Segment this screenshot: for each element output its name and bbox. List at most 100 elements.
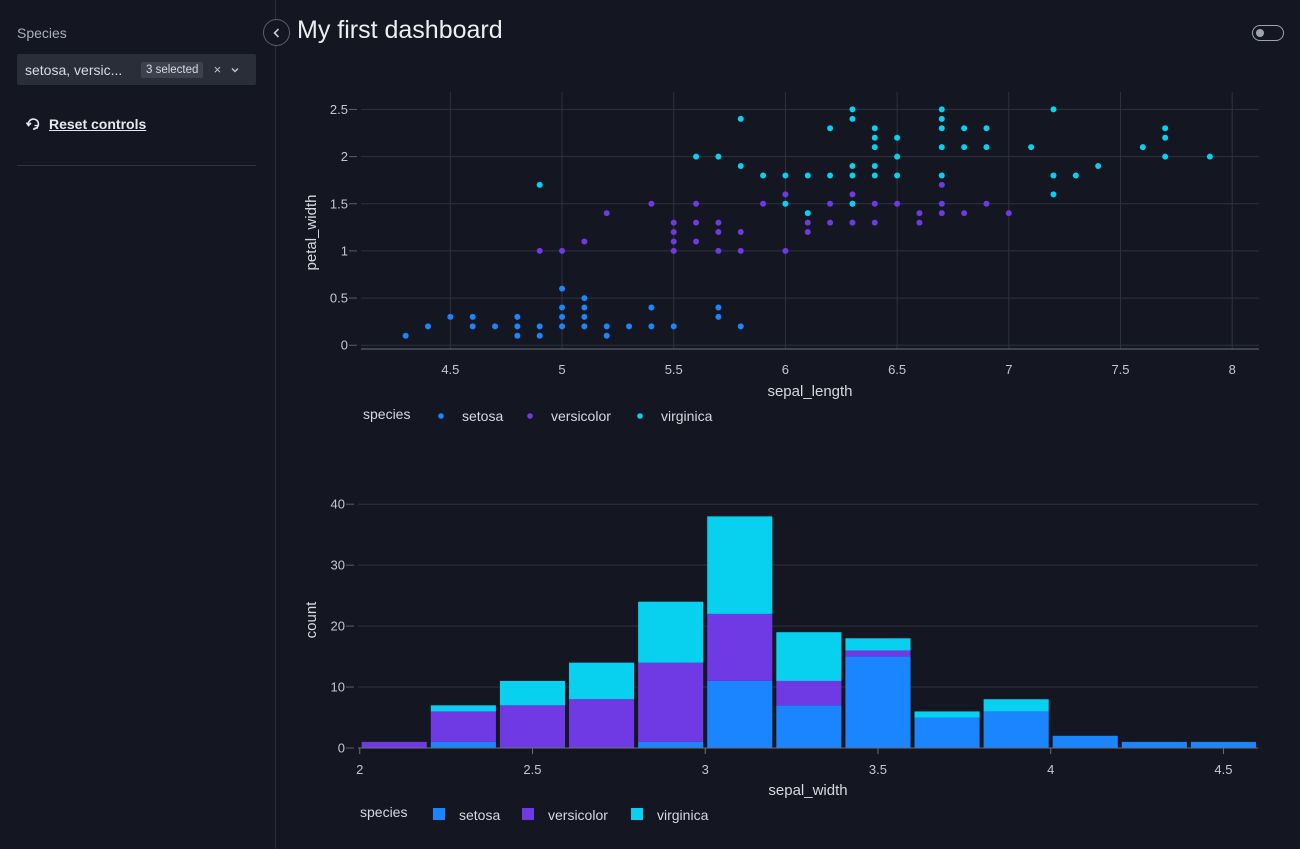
- y-tick-label: 0: [338, 741, 345, 756]
- scatter-point-virginica: [894, 153, 901, 160]
- scatter-point-virginica: [804, 210, 811, 217]
- legend-label-virginica: virginica: [657, 807, 709, 823]
- scatter-point-virginica: [894, 172, 901, 179]
- scatter-point-virginica: [737, 115, 744, 122]
- x-tick-label: 5.5: [665, 362, 683, 377]
- legend-title: species: [360, 804, 407, 820]
- scatter-point-virginica: [938, 172, 945, 179]
- scatter-point-setosa: [425, 323, 432, 330]
- legend-label-setosa: setosa: [462, 408, 503, 424]
- scatter-point-virginica: [827, 125, 834, 132]
- scatter-point-virginica: [849, 115, 856, 122]
- theme-toggle[interactable]: [1252, 25, 1284, 41]
- scatter-point-versicolor: [670, 229, 677, 236]
- scatter-point-virginica: [983, 125, 990, 132]
- scatter-point-versicolor: [581, 238, 588, 245]
- y-tick-label: 20: [331, 619, 345, 634]
- scatter-point-virginica: [693, 153, 700, 160]
- scatter-point-setosa: [514, 332, 521, 339]
- scatter-point-setosa: [603, 332, 610, 339]
- histogram-bar-setosa: [983, 711, 1049, 748]
- scatter-point-virginica: [938, 106, 945, 113]
- histogram-bar-virginica: [499, 680, 566, 706]
- scatter-point-versicolor: [827, 219, 834, 226]
- x-tick-label: 5: [558, 362, 565, 377]
- clear-selection-icon[interactable]: ×: [213, 62, 222, 77]
- legend-marker-setosa: [438, 413, 444, 419]
- scatter-point-versicolor: [938, 210, 945, 217]
- scatter-point-virginica: [782, 200, 789, 207]
- histogram-bar-versicolor: [638, 662, 704, 742]
- x-tick-label: 4: [1047, 762, 1054, 777]
- y-axis-title: count: [303, 601, 320, 639]
- scatter-point-setosa: [559, 313, 566, 320]
- scatter-point-virginica: [1139, 144, 1146, 151]
- x-axis-title: sepal_length: [767, 383, 852, 400]
- scatter-point-virginica: [1162, 125, 1169, 132]
- scatter-point-virginica: [1072, 172, 1079, 179]
- scatter-point-setosa: [670, 323, 677, 330]
- scatter-point-versicolor: [871, 200, 878, 207]
- scatter-point-virginica: [1162, 134, 1169, 141]
- legend-marker-virginica: [637, 413, 643, 419]
- collapse-sidebar-button[interactable]: [263, 19, 290, 46]
- scatter-point-virginica: [715, 153, 722, 160]
- chevron-left-icon: [272, 27, 279, 38]
- chevron-down-icon[interactable]: [228, 63, 242, 77]
- scatter-point-setosa: [559, 323, 566, 330]
- legend-label-virginica: virginica: [661, 408, 713, 424]
- scatter-point-versicolor: [648, 200, 655, 207]
- y-tick-label: 1.5: [330, 196, 348, 211]
- reset-controls-button[interactable]: Reset controls: [25, 116, 146, 132]
- histogram-bar-virginica: [845, 638, 911, 651]
- scatter-point-setosa: [402, 332, 409, 339]
- scatter-point-versicolor: [536, 247, 543, 254]
- scatter-point-versicolor: [938, 181, 945, 188]
- species-dropdown[interactable]: setosa, versic... 3 selected ×: [17, 54, 256, 85]
- histogram-bar-virginica: [914, 711, 980, 718]
- page-title: My first dashboard: [297, 16, 503, 44]
- scatter-point-virginica: [1050, 191, 1057, 198]
- histogram-bar-setosa: [1052, 735, 1118, 748]
- histogram-bar-setosa: [638, 741, 704, 748]
- scatter-point-setosa: [581, 313, 588, 320]
- scatter-point-versicolor: [693, 200, 700, 207]
- scatter-point-virginica: [938, 125, 945, 132]
- reset-icon: [25, 118, 40, 130]
- scatter-point-versicolor: [559, 247, 566, 254]
- scatter-point-virginica: [938, 115, 945, 122]
- scatter-point-versicolor: [849, 191, 856, 198]
- y-tick-label: 40: [331, 497, 345, 512]
- scatter-point-versicolor: [916, 219, 923, 226]
- x-tick-label: 2.5: [523, 762, 541, 777]
- y-tick-label: 0.5: [330, 291, 348, 306]
- scatter-point-versicolor: [782, 247, 789, 254]
- x-tick-label: 6.5: [888, 362, 906, 377]
- scatter-chart: 4.5 5 5.5 6 6.5 7 7.5 8 0 0.5 1 1.5 2 2.5 sepal_length…: [303, 92, 1259, 424]
- histogram-chart: 0 10 20 30 40 2 2.5 3 3.5 4 4.5 sepal_width count spe…: [303, 497, 1258, 823]
- scatter-point-virginica: [849, 200, 856, 207]
- scatter-point-virginica: [961, 144, 968, 151]
- scatter-point-virginica: [1095, 163, 1102, 170]
- y-tick-label: 2.5: [330, 102, 348, 117]
- scatter-point-versicolor: [737, 247, 744, 254]
- scatter-point-versicolor: [827, 200, 834, 207]
- scatter-point-virginica: [1206, 153, 1213, 160]
- scatter-point-virginica: [1162, 153, 1169, 160]
- scatter-point-versicolor: [715, 229, 722, 236]
- scatter-point-setosa: [648, 323, 655, 330]
- scatter-point-setosa: [603, 323, 610, 330]
- legend-marker-setosa: [433, 808, 445, 820]
- scatter-point-setosa: [581, 304, 588, 311]
- histogram-bar-virginica: [430, 705, 496, 712]
- scatter-point-versicolor: [871, 219, 878, 226]
- legend-marker-versicolor: [522, 808, 534, 820]
- y-tick-label: 30: [331, 558, 345, 573]
- scatter-point-virginica: [871, 144, 878, 151]
- scatter-point-versicolor: [670, 238, 677, 245]
- x-tick-label: 8: [1229, 362, 1236, 377]
- legend-title: species: [363, 406, 410, 422]
- y-tick-label: 10: [331, 680, 345, 695]
- scatter-point-virginica: [849, 172, 856, 179]
- scatter-point-virginica: [760, 172, 767, 179]
